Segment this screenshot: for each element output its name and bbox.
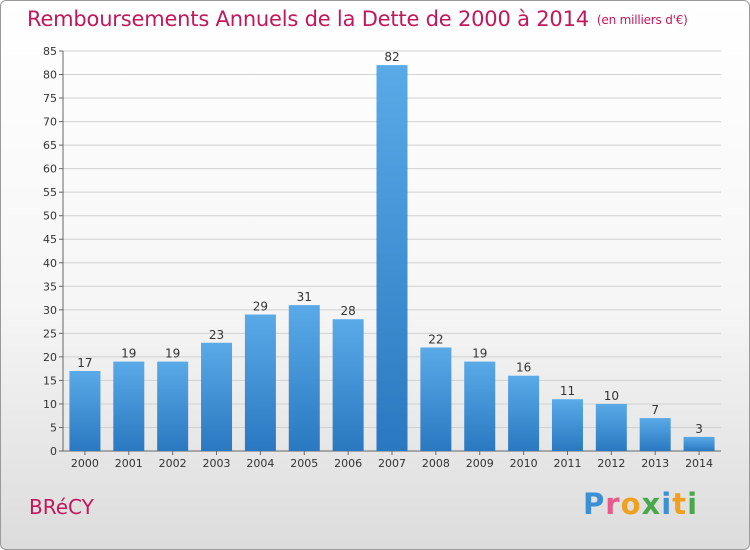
data-label: 3 bbox=[695, 422, 703, 436]
x-tick-label: 2001 bbox=[115, 457, 143, 470]
bar bbox=[332, 319, 364, 451]
data-label: 22 bbox=[428, 332, 443, 346]
logo-letter: o bbox=[620, 487, 642, 521]
y-tick-label: 40 bbox=[43, 257, 57, 270]
bar bbox=[639, 418, 671, 451]
chart-title: Remboursements Annuels de la Dette de 20… bbox=[27, 7, 688, 31]
proxiti-logo: Proxiti bbox=[583, 487, 698, 521]
data-label: 10 bbox=[604, 389, 619, 403]
y-tick-label: 75 bbox=[43, 92, 57, 105]
x-tick-label: 2010 bbox=[510, 457, 538, 470]
x-tick-label: 2009 bbox=[466, 457, 494, 470]
bar bbox=[113, 361, 145, 451]
bar bbox=[376, 65, 408, 451]
data-label: 28 bbox=[340, 304, 355, 318]
y-tick-label: 35 bbox=[43, 280, 57, 293]
y-tick-label: 10 bbox=[43, 398, 57, 411]
data-label: 16 bbox=[516, 361, 531, 375]
y-tick-label: 65 bbox=[43, 139, 57, 152]
bar bbox=[420, 347, 452, 451]
y-tick-label: 70 bbox=[43, 116, 57, 129]
axes: 0 5 10 15 20 25 30 35 40 45 50 55 60 65 70 75 80 85 2000 20… bbox=[43, 45, 721, 470]
bar bbox=[244, 314, 276, 451]
data-label: 23 bbox=[209, 328, 224, 342]
y-tick-label: 80 bbox=[43, 69, 57, 82]
commune-name: BRéCY bbox=[29, 495, 94, 519]
bar bbox=[288, 305, 320, 451]
bar bbox=[595, 403, 627, 451]
bar bbox=[683, 436, 715, 451]
y-tick-label: 45 bbox=[43, 233, 57, 246]
data-label: 7 bbox=[651, 403, 659, 417]
x-tick-label: 2000 bbox=[71, 457, 99, 470]
data-label: 31 bbox=[297, 290, 312, 304]
data-label: 19 bbox=[165, 347, 180, 361]
x-tick-label: 2005 bbox=[290, 457, 318, 470]
x-tick-label: 2002 bbox=[159, 457, 187, 470]
y-tick-label: 85 bbox=[43, 45, 57, 58]
y-tick-label: 15 bbox=[43, 374, 57, 387]
bar bbox=[69, 371, 101, 451]
data-label: 29 bbox=[253, 300, 268, 314]
data-label: 11 bbox=[560, 384, 575, 398]
logo-letter: i bbox=[661, 487, 673, 521]
x-tick-label: 2012 bbox=[597, 457, 625, 470]
y-tick-label: 30 bbox=[43, 304, 57, 317]
chart-title-text: Remboursements Annuels de la Dette de 20… bbox=[27, 7, 589, 31]
bar bbox=[464, 361, 496, 451]
x-tick-label: 2004 bbox=[246, 457, 274, 470]
bars bbox=[69, 65, 715, 451]
chart-subtitle: (en milliers d'€) bbox=[596, 13, 688, 27]
y-tick-label: 20 bbox=[43, 351, 57, 364]
x-tick-label: 2013 bbox=[641, 457, 669, 470]
data-label: 17 bbox=[77, 356, 92, 370]
logo-letter: i bbox=[687, 487, 699, 521]
y-tick-label: 60 bbox=[43, 163, 57, 176]
data-label: 19 bbox=[472, 347, 487, 361]
bar bbox=[157, 361, 189, 451]
y-tick-label: 0 bbox=[50, 445, 57, 458]
bar bbox=[201, 342, 233, 451]
x-tick-label: 2003 bbox=[203, 457, 231, 470]
logo-letter: r bbox=[605, 487, 621, 521]
labels: 17 19 19 23 29 31 28 82 22 19 16 11 10 7 3 bbox=[77, 50, 703, 436]
x-tick-label: 2007 bbox=[378, 457, 406, 470]
y-tick-label: 50 bbox=[43, 210, 57, 223]
logo-letter: t bbox=[672, 487, 688, 521]
x-tick-label: 2008 bbox=[422, 457, 450, 470]
logo-letter: x bbox=[641, 487, 662, 521]
x-tick-label: 2011 bbox=[553, 457, 581, 470]
y-tick-label: 55 bbox=[43, 186, 57, 199]
x-tick-label: 2014 bbox=[685, 457, 713, 470]
data-label: 19 bbox=[121, 347, 136, 361]
y-tick-label: 25 bbox=[43, 327, 57, 340]
y-tick-label: 5 bbox=[50, 421, 57, 434]
bar bbox=[551, 399, 583, 451]
data-label: 82 bbox=[384, 50, 399, 64]
logo-letter: P bbox=[583, 487, 606, 521]
bar bbox=[508, 375, 540, 451]
x-tick-label: 2006 bbox=[334, 457, 362, 470]
